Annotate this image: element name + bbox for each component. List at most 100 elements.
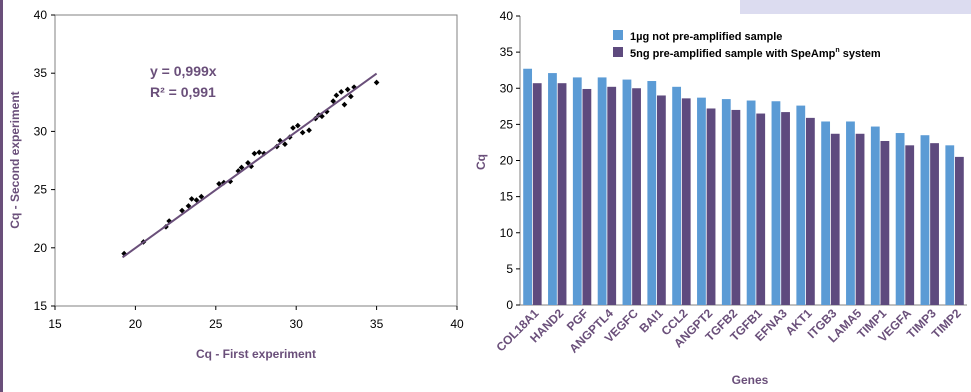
bar-category-label: ANGPTL4 xyxy=(567,306,617,356)
bar-series-1 xyxy=(805,117,815,305)
scatter-x-axis-title: Cq - First experiment xyxy=(196,347,316,361)
bar-category-label: TIMP2 xyxy=(929,306,964,341)
bar-category-label: PGF xyxy=(564,306,591,333)
bar-series-1 xyxy=(582,88,592,305)
bar-y-tick-label: 25 xyxy=(500,117,514,131)
bar-series-0 xyxy=(548,73,557,305)
scatter-point xyxy=(238,164,245,171)
bar-category-labels: COL18A1HAND2PGFANGPTL4VEGFCBAI1CCL2ANGPT… xyxy=(493,306,963,356)
bar-series-0 xyxy=(622,79,632,305)
scatter-x-tick-label: 35 xyxy=(370,317,384,331)
scatter-y-axis-title: Cq - Second experiment xyxy=(8,91,22,228)
bar-category-label: TIMP1 xyxy=(854,306,889,341)
bar-axes xyxy=(519,16,967,306)
scatter-point xyxy=(373,79,380,86)
bar-series-1 xyxy=(557,83,567,305)
bar-category-label: ITGB3 xyxy=(805,306,840,341)
scatter-y-tick-label: 20 xyxy=(34,241,48,255)
bar-series-0 xyxy=(647,81,657,306)
bar-series-1 xyxy=(930,143,939,305)
scatter-y-tick-label: 35 xyxy=(34,66,48,80)
bar-y-tick-label: 30 xyxy=(500,81,514,95)
legend-label-preamplified: 5ng pre-amplified sample with SpeAmpn sy… xyxy=(630,47,881,60)
bar-category-label: TIMP3 xyxy=(904,306,939,341)
scatter-y-tick-label: 40 xyxy=(34,8,48,22)
scatter-point xyxy=(251,150,258,157)
scatter-point xyxy=(185,203,192,209)
bar-series-1 xyxy=(830,133,840,305)
bar-series-1 xyxy=(656,95,666,305)
scatter-x-tick-label: 15 xyxy=(48,317,62,331)
bar-category-label: LAMA5 xyxy=(825,306,864,345)
scatter-chart: 15 20 25 30 35 40 15 20 25 30 35 40 y = 0,999x R² =… xyxy=(8,8,464,361)
bar-series-0 xyxy=(771,101,781,305)
legend-label-not-preamplified: 1µg not pre-amplified sample xyxy=(630,31,782,43)
bar-y-tick-label: 35 xyxy=(500,45,514,59)
bar-category-label: TGFB1 xyxy=(727,306,765,344)
bar-series-0 xyxy=(846,121,855,305)
bar-series-0 xyxy=(523,68,533,306)
trend-equation: y = 0,999x xyxy=(150,63,217,79)
scatter-point xyxy=(179,207,185,214)
scatter-x-tick-label: 20 xyxy=(129,317,143,331)
top-decoration-bar xyxy=(740,0,971,14)
bar-series-0 xyxy=(920,135,930,305)
scatter-point xyxy=(290,125,296,131)
bar-series-1 xyxy=(607,86,617,306)
bar-series-0 xyxy=(721,99,731,306)
bar-series-1 xyxy=(632,88,641,305)
legend-label-preamplified-sup: n xyxy=(835,47,839,54)
bar-category-label: HAND2 xyxy=(527,306,566,345)
scatter-point xyxy=(330,98,337,104)
legend-swatch-not-preamplified xyxy=(613,30,623,40)
scatter-point xyxy=(282,141,288,148)
scatter-x-tick-label: 40 xyxy=(450,317,464,331)
scatter-point xyxy=(341,101,348,108)
bar-y-tick-label: 15 xyxy=(500,190,514,204)
bar-series-0 xyxy=(746,100,756,305)
scatter-point xyxy=(294,122,301,129)
bar-series-0 xyxy=(945,145,955,305)
bar-series-0 xyxy=(796,105,806,305)
bar-series-1 xyxy=(706,108,716,305)
scatter-point xyxy=(344,86,351,93)
scatter-point xyxy=(256,149,263,156)
left-border xyxy=(0,0,3,392)
bar-series-0 xyxy=(821,121,831,305)
trendline xyxy=(121,72,378,259)
r-squared-label: R² = 0,991 xyxy=(150,84,216,100)
legend-label-preamplified-main: 5ng pre-amplified sample with SpeAmp xyxy=(630,48,836,60)
bar-category-label: AKT1 xyxy=(783,306,815,338)
bar-category-label: ANGPT2 xyxy=(671,306,716,351)
bar-series-1 xyxy=(756,113,766,305)
bar-series-1 xyxy=(954,156,964,305)
bar-category-label: BAI1 xyxy=(636,306,665,335)
scatter-point xyxy=(188,196,195,202)
scatter-point xyxy=(299,129,306,136)
bar-y-tick-label: 5 xyxy=(506,262,513,276)
bar-series-0 xyxy=(895,133,905,305)
scatter-point xyxy=(333,92,340,99)
bar-category-label: TGFB2 xyxy=(702,306,740,344)
scatter-y-tick-label: 25 xyxy=(34,183,48,197)
scatter-y-tick-label: 30 xyxy=(34,124,48,138)
bar-series-1 xyxy=(681,98,691,306)
bar-bars xyxy=(523,68,964,306)
bar-legend: 1µg not pre-amplified sample 5ng pre-amp… xyxy=(613,30,881,60)
bar-category-label: VEGFC xyxy=(602,306,641,345)
bar-y-tick-label: 20 xyxy=(500,154,514,168)
bar-series-1 xyxy=(855,133,865,305)
bar-category-label: EFNA3 xyxy=(752,306,790,344)
scatter-point xyxy=(198,193,205,200)
legend-swatch-preamplified xyxy=(613,47,623,57)
bar-series-0 xyxy=(572,77,582,305)
bar-series-0 xyxy=(870,126,880,305)
scatter-point xyxy=(216,180,222,187)
bar-y-tick-labels: 0 5 10 15 20 25 30 35 40 xyxy=(500,9,520,312)
bar-y-tick-label: 0 xyxy=(506,298,513,312)
scatter-point xyxy=(245,159,251,166)
scatter-point xyxy=(306,127,312,134)
bar-series-0 xyxy=(672,86,682,306)
bar-x-axis-title: Genes xyxy=(732,373,769,387)
bar-series-1 xyxy=(532,83,542,305)
